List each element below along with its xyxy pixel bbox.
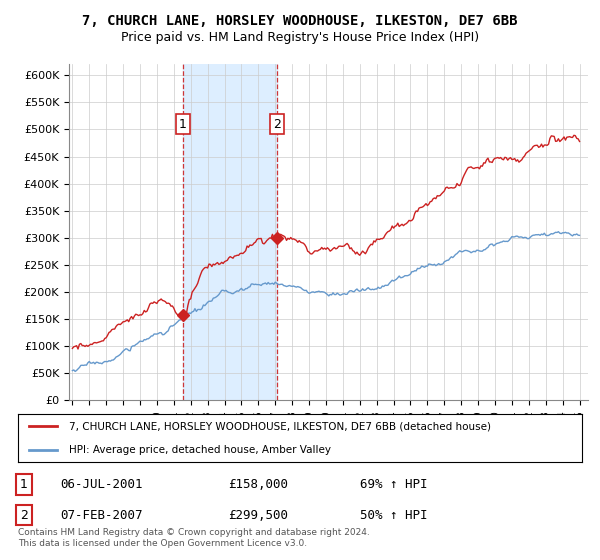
Bar [183,64,277,400]
Text: 1: 1 [179,118,187,130]
Text: 69% ↑ HPI: 69% ↑ HPI [360,478,427,491]
Text: Price paid vs. HM Land Registry's House Price Index (HPI): Price paid vs. HM Land Registry's House … [121,31,479,44]
Text: £158,000: £158,000 [228,478,288,491]
Text: 2: 2 [273,118,281,130]
Text: 07-FEB-2007: 07-FEB-2007 [60,508,143,522]
Text: Contains HM Land Registry data © Crown copyright and database right 2024.
This d: Contains HM Land Registry data © Crown c… [18,528,370,548]
Text: HPI: Average price, detached house, Amber Valley: HPI: Average price, detached house, Ambe… [69,445,331,455]
Text: 1: 1 [20,478,28,491]
Text: 7, CHURCH LANE, HORSLEY WOODHOUSE, ILKESTON, DE7 6BB (detached house): 7, CHURCH LANE, HORSLEY WOODHOUSE, ILKES… [69,421,491,431]
Text: 2: 2 [20,508,28,522]
Text: 7, CHURCH LANE, HORSLEY WOODHOUSE, ILKESTON, DE7 6BB: 7, CHURCH LANE, HORSLEY WOODHOUSE, ILKES… [82,14,518,28]
Text: 06-JUL-2001: 06-JUL-2001 [60,478,143,491]
Text: 50% ↑ HPI: 50% ↑ HPI [360,508,427,522]
Text: £299,500: £299,500 [228,508,288,522]
